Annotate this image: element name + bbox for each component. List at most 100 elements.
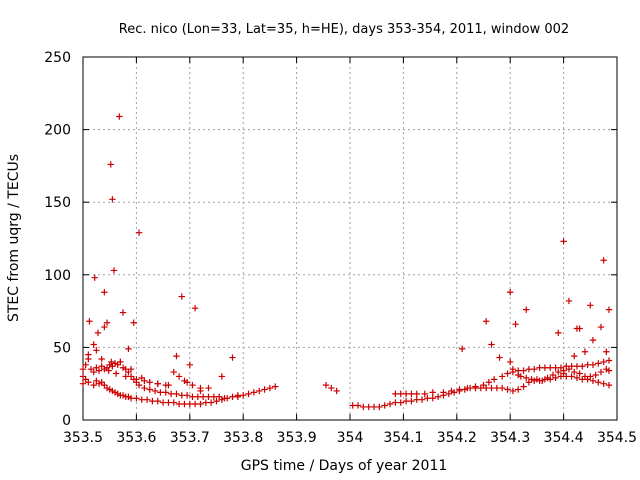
data-point <box>266 384 274 392</box>
data-point <box>197 384 204 392</box>
data-point <box>544 374 551 382</box>
x-tick-label: 354.4 <box>544 430 584 446</box>
data-point <box>413 390 420 398</box>
data-point <box>488 384 495 392</box>
data-point <box>143 396 151 403</box>
data-point <box>103 319 111 326</box>
data-point <box>157 389 164 396</box>
data-point <box>571 352 578 360</box>
data-point <box>94 329 102 337</box>
data-point <box>146 386 153 393</box>
data-point <box>79 365 87 373</box>
y-tick-label: 100 <box>44 268 71 284</box>
data-point <box>549 371 557 379</box>
data-point <box>392 399 399 406</box>
data-point <box>205 393 212 400</box>
data-point <box>205 384 212 392</box>
data-point <box>197 400 204 408</box>
data-point <box>170 368 177 376</box>
data-point <box>402 390 410 398</box>
data-point <box>480 381 487 389</box>
data-point <box>507 289 514 296</box>
y-tick-labels: 0 50 100 150 200 250 <box>44 50 71 429</box>
data-point <box>509 365 517 373</box>
data-point <box>584 361 591 369</box>
data-point <box>146 379 153 386</box>
data-point <box>191 304 199 312</box>
x-tick-labels: 353.5 353.6 353.7 353.8 353.9 354 354.1 354.2 35… <box>63 430 637 446</box>
data-point <box>579 363 586 370</box>
data-point <box>408 397 415 405</box>
data-point <box>127 395 135 402</box>
data-point <box>504 370 511 377</box>
data-point <box>418 396 426 403</box>
data-point <box>170 399 177 406</box>
data-point <box>186 361 193 369</box>
data-point <box>189 381 196 389</box>
data-point <box>186 400 193 408</box>
data-point <box>90 381 97 389</box>
data-point <box>528 376 535 383</box>
data-point <box>498 373 506 380</box>
data-point <box>109 196 116 203</box>
data-point <box>429 389 436 396</box>
data-point <box>189 393 196 400</box>
data-point <box>138 396 145 403</box>
data-point <box>328 384 335 392</box>
data-point <box>440 389 447 396</box>
data-point <box>600 358 607 366</box>
data-point <box>223 395 231 402</box>
data-point <box>119 309 127 316</box>
data-point <box>533 376 541 383</box>
data-point <box>605 357 613 364</box>
data-point <box>520 383 527 390</box>
data-point <box>151 387 159 395</box>
data-point <box>595 379 602 386</box>
data-point <box>130 319 137 326</box>
y-tick-label: 250 <box>44 50 71 66</box>
data-point <box>194 393 202 400</box>
data-point <box>105 367 112 374</box>
data-point <box>261 386 268 393</box>
y-tick-label: 50 <box>53 340 71 356</box>
data-point <box>133 395 140 402</box>
data-point <box>93 347 100 354</box>
data-point <box>605 367 613 374</box>
data-point <box>397 390 404 398</box>
data-point <box>165 399 172 406</box>
data-point <box>162 381 169 389</box>
data-point <box>464 384 471 392</box>
data-point <box>493 384 501 392</box>
x-tick-label: 353.8 <box>223 430 263 446</box>
data-point <box>183 392 191 399</box>
data-point <box>381 402 388 409</box>
data-point <box>581 373 589 380</box>
data-point <box>365 403 372 411</box>
data-point <box>240 392 247 399</box>
data-point <box>250 389 258 396</box>
data-point <box>597 368 605 376</box>
data-point <box>107 161 114 168</box>
data-point <box>421 390 428 398</box>
data-point <box>108 358 115 366</box>
data-point <box>82 361 89 369</box>
data-point <box>333 387 340 395</box>
data-point <box>162 389 169 396</box>
data-point <box>127 365 135 373</box>
x-tick-label: 354.5 <box>597 430 637 446</box>
data-point <box>135 229 143 236</box>
data-point <box>173 352 180 360</box>
y-tick-label: 0 <box>62 413 71 429</box>
data-point <box>576 325 583 332</box>
data-point <box>605 381 613 389</box>
data-point <box>552 364 559 371</box>
data-point <box>110 267 118 274</box>
data-point <box>555 329 562 337</box>
data-point <box>589 336 597 344</box>
data-point <box>234 393 242 400</box>
data-point <box>589 377 597 384</box>
data-point <box>90 368 97 376</box>
data-point <box>175 373 183 380</box>
data-point <box>547 364 554 371</box>
